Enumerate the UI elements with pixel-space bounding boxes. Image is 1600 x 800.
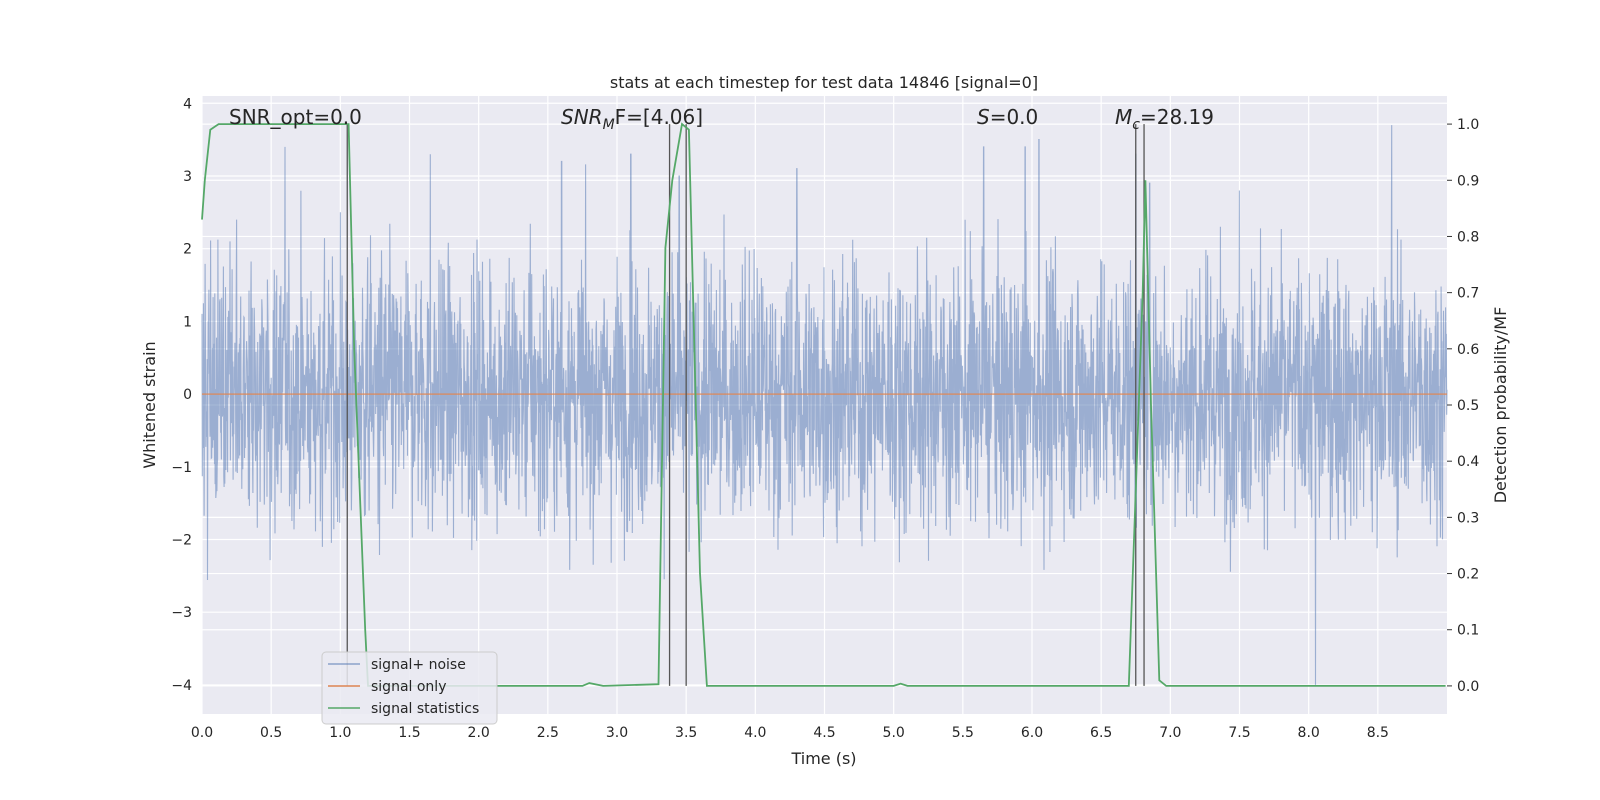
y2-tick-label: 0.0 bbox=[1457, 679, 1479, 695]
noise-series bbox=[201, 125, 1448, 685]
x-tick-label: 3.5 bbox=[675, 725, 697, 741]
noise-trace bbox=[201, 125, 1448, 685]
y-tick-label: −3 bbox=[171, 605, 192, 621]
chart-title: stats at each timestep for test data 148… bbox=[610, 73, 1038, 92]
s-value: =0.0 bbox=[990, 105, 1039, 129]
x-tick-label: 1.5 bbox=[398, 725, 420, 741]
legend-box bbox=[321, 651, 498, 725]
y2-tick-label: 0.5 bbox=[1457, 398, 1479, 414]
signal-statistics-line bbox=[201, 122, 1446, 687]
y2-tick-label: 0.3 bbox=[1457, 510, 1479, 526]
legend-label-signal-statistics: signal statistics bbox=[371, 701, 479, 717]
y-tick-label: 1 bbox=[183, 314, 192, 330]
y2-tick-label: 0.2 bbox=[1457, 567, 1479, 583]
mc-symbol: M bbox=[1115, 105, 1132, 129]
x-tick-label: 7.5 bbox=[1228, 725, 1250, 741]
y2-tick-label: 0.9 bbox=[1457, 173, 1479, 189]
y2-tick-label: 0.4 bbox=[1457, 454, 1479, 470]
y2-tick-label: 0.8 bbox=[1457, 229, 1479, 245]
y2-tick-label: 0.6 bbox=[1457, 342, 1479, 358]
y-tick-label: −2 bbox=[171, 533, 192, 549]
x-tick-label: 1.0 bbox=[329, 725, 351, 741]
snr-mf-prefix: SNR bbox=[561, 105, 603, 129]
legend-label-signal-noise: signal+ noise bbox=[371, 657, 466, 673]
x-ticks: 0.0 0.5 1.0 1.5 2.0 2.5 3.0 3.5 4.0 4.5 5.0 5.5 6.0 6… bbox=[191, 725, 1389, 741]
snr-opt-annotation: SNR_opt=0.0 bbox=[229, 105, 362, 129]
y-tick-label: 0 bbox=[183, 387, 192, 403]
x-tick-label: 8.5 bbox=[1367, 725, 1389, 741]
y-tick-label: −1 bbox=[171, 460, 192, 476]
x-tick-label: 4.5 bbox=[813, 725, 835, 741]
y-axis-label: Whitened strain bbox=[140, 341, 159, 468]
y2-axis-label: Detection probability/MF bbox=[1491, 307, 1510, 504]
x-tick-label: 7.0 bbox=[1159, 725, 1181, 741]
x-tick-label: 3.0 bbox=[606, 725, 628, 741]
x-tick-label: 5.0 bbox=[883, 725, 905, 741]
vertical-markers bbox=[346, 124, 1145, 686]
y2-ticks: 1.0 0.9 0.8 0.7 0.6 0.5 0.4 0.3 0.2 0.1 0.0 bbox=[1447, 117, 1479, 695]
legend-label-signal-only: signal only bbox=[371, 679, 446, 695]
x-tick-label: 0.0 bbox=[191, 725, 213, 741]
signal-statistics-series bbox=[201, 122, 1446, 687]
snr-mf-suffix: F=[4.06] bbox=[615, 105, 703, 129]
y-tick-label: 4 bbox=[183, 96, 192, 112]
y2-tick-label: 1.0 bbox=[1457, 117, 1479, 133]
x-tick-label: 6.5 bbox=[1090, 725, 1112, 741]
s-annotation: S=0.0 bbox=[977, 105, 1038, 129]
x-tick-label: 5.5 bbox=[952, 725, 974, 741]
mc-sub: c bbox=[1132, 117, 1140, 133]
x-tick-label: 0.5 bbox=[260, 725, 282, 741]
s-symbol: S bbox=[977, 105, 990, 129]
y-ticks: 4 3 2 1 0 −1 −2 −3 −4 bbox=[171, 96, 192, 694]
x-tick-label: 6.0 bbox=[1021, 725, 1043, 741]
y2-tick-label: 0.1 bbox=[1457, 623, 1479, 639]
x-tick-label: 4.0 bbox=[744, 725, 766, 741]
y-tick-label: 3 bbox=[183, 169, 192, 185]
x-tick-label: 2.5 bbox=[537, 725, 559, 741]
x-axis-label: Time (s) bbox=[790, 749, 856, 768]
snr-mf-sub: M bbox=[603, 117, 615, 133]
mc-value: =28.19 bbox=[1140, 105, 1214, 129]
x-tick-label: 8.0 bbox=[1298, 725, 1320, 741]
y-tick-label: 2 bbox=[183, 242, 192, 258]
snr-mf-annotation: SNRMF=[4.06] bbox=[561, 105, 703, 133]
x-tick-label: 2.0 bbox=[468, 725, 490, 741]
legend: signal+ noise signal only signal statist… bbox=[321, 651, 498, 725]
y2-tick-label: 0.7 bbox=[1457, 286, 1479, 302]
y-tick-label: −4 bbox=[171, 678, 192, 694]
mc-annotation: Mc=28.19 bbox=[1115, 105, 1214, 133]
